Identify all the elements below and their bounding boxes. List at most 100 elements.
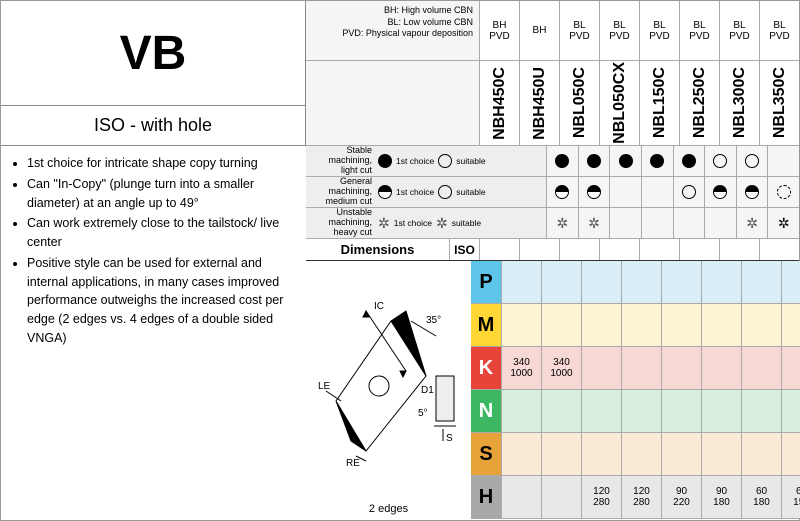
right-area: BH: High volume CBN BL: Low volume CBN P… [306,1,799,521]
bullet-item: Positive style can be used for external … [27,254,294,348]
machining-cell [641,208,673,238]
svg-text:IC: IC [374,301,384,312]
legend-inline: ✲1st choice✲suitable [376,208,546,238]
iso-row: K34010003401000 [471,347,800,390]
iso-cell: 60150 [781,476,800,518]
iso-cell [541,390,581,432]
iso-cell [581,347,621,389]
iso-label: ISO [449,239,479,260]
top-header: BH: High volume CBN BL: Low volume CBN P… [306,1,799,61]
iso-cell [701,261,741,303]
iso-cell [701,433,741,475]
machining-grid: Stable machining,light cut1st choicesuit… [306,146,799,239]
dimensions-label: Dimensions [306,239,449,260]
grade-name: NBL350C [759,61,799,145]
grade-name: NBL050CX [599,61,639,145]
iso-code: H [471,476,501,518]
machining-cell [609,146,641,176]
legend-note: BH: High volume CBN [306,5,473,17]
page: VB ISO - with hole 1st choice for intric… [0,0,800,521]
iso-cell [581,304,621,346]
dimensions-header: Dimensions ISO [306,239,799,261]
machining-cell [767,177,799,207]
iso-cell [661,304,701,346]
machining-cell [673,208,705,238]
left-column: VB ISO - with hole 1st choice for intric… [1,1,306,358]
machining-cell [704,208,736,238]
iso-cell [621,261,661,303]
legend-inline: 1st choicesuitable [376,146,546,176]
svg-text:35°: 35° [426,315,441,326]
iso-cell [781,261,800,303]
iso-cell [581,261,621,303]
iso-cell [781,390,800,432]
legend-notes: BH: High volume CBN BL: Low volume CBN P… [306,1,479,60]
iso-cell [621,433,661,475]
grade-name: NBL150C [639,61,679,145]
iso-row: P [471,261,800,304]
grade-name: NBH450U [519,61,559,145]
iso-row: N [471,390,800,433]
iso-cell [701,304,741,346]
iso-cell [661,390,701,432]
iso-cell [621,304,661,346]
iso-code: S [471,433,501,475]
svg-text:S: S [446,433,453,444]
grade-head: BLPVD [599,1,639,60]
iso-cell [621,390,661,432]
machining-cell [546,146,578,176]
machining-cell [578,177,610,207]
grade-name: NBL250C [679,61,719,145]
svg-text:D1: D1 [421,385,434,396]
machining-label: Stable machining,light cut [306,146,376,176]
grade-name: NBL300C [719,61,759,145]
iso-section: IC 35° LE RE D1 5° S 2 edges PMK34010003… [306,261,799,521]
iso-cell [701,390,741,432]
machining-cell [736,146,768,176]
legend-note: BL: Low volume CBN [306,17,473,29]
machining-cell [641,177,673,207]
grade-head: BLPVD [679,1,719,60]
grade-head: BH [519,1,559,60]
iso-cell [741,261,781,303]
iso-cell [541,304,581,346]
legend-inline: 1st choicesuitable [376,177,546,207]
iso-cell: 3401000 [501,347,541,389]
title: VB [120,26,187,81]
iso-row: H12028012028090220901806018060150 [471,476,800,519]
iso-cell [741,347,781,389]
iso-cell [781,433,800,475]
legend-note: PVD: Physical vapour deposition [306,28,473,40]
svg-text:RE: RE [346,458,360,469]
iso-code: P [471,261,501,303]
iso-cell [501,433,541,475]
iso-cell [501,261,541,303]
bullet-item: 1st choice for intricate shape copy turn… [27,154,294,173]
iso-cell [661,433,701,475]
machining-cell [673,146,705,176]
iso-cell [621,347,661,389]
edges-label: 2 edges [306,503,471,515]
iso-cell: 90180 [701,476,741,518]
subtitle: ISO - with hole [94,115,212,136]
bullet-item: Can work extremely close to the tailstoc… [27,214,294,252]
svg-text:5°: 5° [418,408,428,419]
iso-cell: 60180 [741,476,781,518]
title-box: VB [1,1,306,106]
iso-cell [781,347,800,389]
bullet-item: Can "In-Copy" (plunge turn into a smalle… [27,175,294,213]
iso-cell [501,390,541,432]
grade-name: NBH450C [479,61,519,145]
iso-cell [741,304,781,346]
machining-cell [546,177,578,207]
insert-diagram: IC 35° LE RE D1 5° S 2 edges [306,261,471,521]
iso-cell: 3401000 [541,347,581,389]
machining-label: Unstable machining,heavy cut [306,208,376,238]
machining-cell [736,177,768,207]
iso-cell [541,433,581,475]
iso-cell: 120280 [621,476,661,518]
grade-head: BLPVD [719,1,759,60]
grade-head: BLPVD [639,1,679,60]
iso-cell: 120280 [581,476,621,518]
machining-cell: ✲ [767,208,799,238]
